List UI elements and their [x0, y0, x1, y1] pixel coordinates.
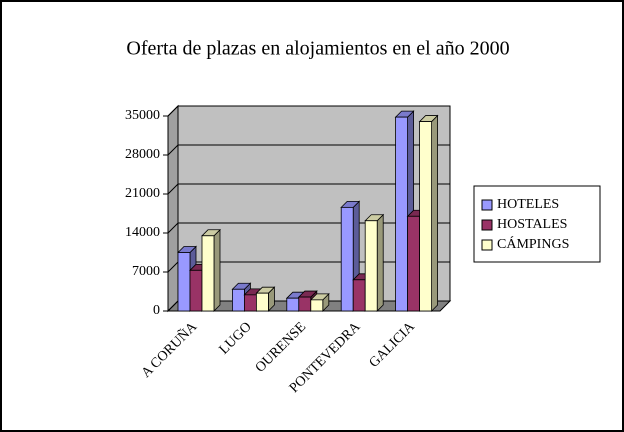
bar [340, 206, 354, 312]
bar [243, 294, 257, 312]
legend-swatch [481, 199, 493, 211]
grid-line [167, 144, 450, 156]
y-tick-label: 28000 [125, 147, 160, 162]
bar [407, 215, 421, 312]
y-tick-label: 35000 [125, 108, 160, 123]
legend-label: HOSTALES [497, 217, 567, 232]
legend [473, 185, 601, 263]
bar [286, 297, 300, 312]
bar [255, 292, 269, 312]
bar [352, 279, 366, 312]
grid-line [167, 183, 450, 195]
bar [177, 252, 191, 312]
bar-side [213, 228, 221, 312]
legend-swatch [481, 219, 493, 231]
bar [298, 296, 312, 312]
legend-swatch [481, 239, 493, 251]
legend-label: HOTELES [497, 197, 559, 212]
y-tick-label: 21000 [125, 186, 160, 201]
bar-side [376, 213, 384, 312]
y-tick-label: 0 [153, 303, 160, 318]
bar [189, 269, 203, 312]
y-tick-label: 14000 [125, 225, 160, 240]
chart-title: Oferta de plazas en alojamientos en el a… [126, 38, 509, 60]
y-tick-label: 7000 [132, 264, 160, 279]
bar [310, 299, 324, 312]
bar [201, 235, 215, 312]
legend-label: CÁMPINGS [497, 235, 569, 252]
grid-line [167, 105, 450, 117]
bar [395, 116, 409, 312]
bar [419, 121, 433, 312]
side-wall [167, 104, 179, 313]
bar [364, 220, 378, 312]
bar-side [431, 114, 439, 312]
bar [231, 288, 245, 312]
